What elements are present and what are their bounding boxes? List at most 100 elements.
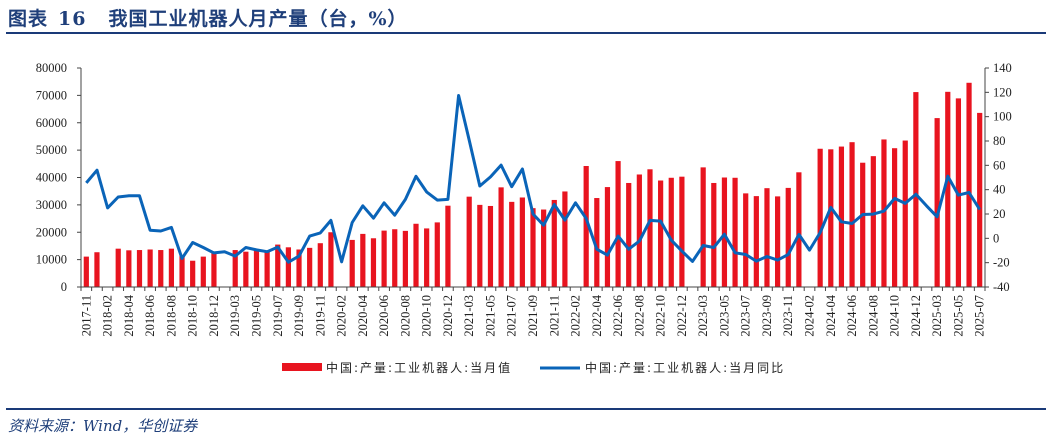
bar-2018-10 (190, 260, 196, 287)
bar-2019-03 (232, 250, 238, 287)
x-tick-label: 2019-09 (292, 295, 306, 337)
bar-2023-03 (700, 167, 706, 287)
bar-2022-06 (615, 161, 621, 287)
bar-2020-03 (349, 239, 355, 287)
bar-2023-08 (753, 196, 759, 287)
bar-2021-07 (509, 201, 515, 287)
x-tick-label: 2022-10 (654, 295, 668, 337)
x-tick-label: 2021-09 (526, 295, 540, 337)
bar-2023-07 (743, 193, 749, 287)
figure-title-text: 我国工业机器人月产量（台，%） (108, 8, 408, 30)
bar-2024-11 (902, 140, 908, 287)
bar-2020-05 (370, 238, 377, 287)
x-tick-label: 2022-12 (675, 295, 689, 337)
bar-2023-09 (764, 188, 770, 287)
bar-2019-07 (275, 244, 281, 287)
bar-2018-08 (168, 248, 174, 287)
x-tick-label: 2021-03 (462, 295, 476, 337)
bar-2022-07 (626, 182, 632, 287)
x-tick-label: 2024-08 (866, 295, 880, 337)
bar-2020-11 (434, 222, 440, 287)
left-tick-label: 30000 (36, 198, 67, 212)
left-tick-label: 80000 (36, 61, 67, 75)
x-tick-label: 2020-10 (420, 295, 434, 337)
bar-2023-06 (732, 177, 738, 287)
x-tick-label: 2020-12 (441, 295, 455, 337)
bar-2017-12 (94, 252, 100, 287)
x-tick-label: 2023-05 (717, 295, 731, 337)
bar-2024-03 (817, 148, 823, 287)
x-tick-label: 2020-06 (377, 295, 391, 337)
right-tick-label: 0 (993, 231, 999, 245)
x-tick-label: 2024-10 (888, 295, 902, 337)
bar-2025-03 (934, 118, 940, 287)
bar-2024-12 (913, 92, 919, 287)
bar-2017-11 (83, 256, 89, 287)
figure-number: 16 (58, 8, 87, 30)
x-tick-label: 2020-02 (335, 295, 349, 337)
bar-2020-12 (445, 205, 451, 287)
bar-2018-09 (179, 255, 185, 287)
bar-2019-05 (253, 250, 260, 287)
x-tick-label: 2023-09 (760, 295, 774, 337)
bar-2021-11 (551, 199, 557, 287)
bar-2018-06 (147, 249, 153, 287)
bar-2019-11 (317, 243, 323, 287)
x-tick-label: 2023-07 (739, 295, 753, 337)
bar-2024-09 (881, 139, 887, 287)
right-tick-label: 20 (993, 207, 1006, 221)
bar-2022-12 (679, 176, 685, 287)
bar-2025-07 (977, 112, 983, 288)
x-tick-label: 2019-03 (228, 295, 242, 337)
bar-2022-09 (647, 169, 653, 287)
bar-2023-12 (796, 172, 802, 287)
bar-2024-10 (892, 148, 898, 287)
bar-2019-08 (285, 247, 291, 287)
bar-2019-06 (264, 251, 270, 287)
bar-2025-04 (945, 91, 951, 287)
bar-2022-10 (658, 180, 664, 287)
left-tick-label: 50000 (36, 143, 67, 157)
legend-bar-swatch (282, 363, 322, 371)
x-tick-label: 2018-04 (122, 294, 136, 336)
bar-2020-08 (402, 230, 408, 287)
x-tick-label: 2025-05 (951, 295, 965, 337)
bar-2023-05 (721, 177, 728, 287)
bar-2022-05 (604, 187, 611, 287)
bar-2021-06 (498, 187, 504, 287)
x-tick-label: 2024-04 (824, 294, 838, 336)
bar-2019-12 (328, 232, 334, 287)
bar-2018-04 (126, 250, 132, 287)
left-tick-label: 60000 (36, 116, 67, 130)
legend-bar-label: 中国:产量:工业机器人:当月值 (326, 360, 512, 375)
right-tick-label: -20 (993, 256, 1010, 270)
bar-2022-11 (668, 177, 674, 287)
bar-2021-08 (519, 197, 525, 287)
right-tick-label: 120 (993, 85, 1012, 99)
bar-2024-06 (849, 142, 855, 287)
x-tick-label: 2025-07 (973, 295, 987, 337)
bar-2024-08 (870, 156, 876, 287)
x-tick-label: 2022-02 (569, 295, 583, 337)
title-divider (6, 32, 1046, 34)
x-tick-label: 2021-11 (547, 295, 561, 336)
x-tick-label: 2022-08 (632, 295, 646, 337)
right-tick-label: -40 (993, 280, 1010, 294)
bar-2018-05 (136, 250, 143, 287)
left-tick-label: 40000 (36, 171, 67, 185)
bar-2019-04 (243, 251, 249, 287)
right-tick-label: 140 (993, 61, 1012, 75)
x-tick-label: 2024-12 (909, 295, 923, 337)
x-tick-label: 2018-10 (186, 295, 200, 337)
left-tick-label: 10000 (36, 253, 67, 267)
bar-2023-10 (775, 196, 781, 287)
bar-2021-04 (477, 204, 483, 287)
x-tick-label: 2020-04 (356, 294, 370, 336)
bar-2018-07 (158, 250, 164, 287)
bar-2020-10 (424, 228, 430, 287)
x-tick-label: 2024-02 (803, 295, 817, 337)
bar-2022-08 (636, 174, 642, 287)
bar-2018-03 (115, 248, 121, 287)
source-note: 资料来源：Wind，华创证券 (8, 417, 198, 435)
